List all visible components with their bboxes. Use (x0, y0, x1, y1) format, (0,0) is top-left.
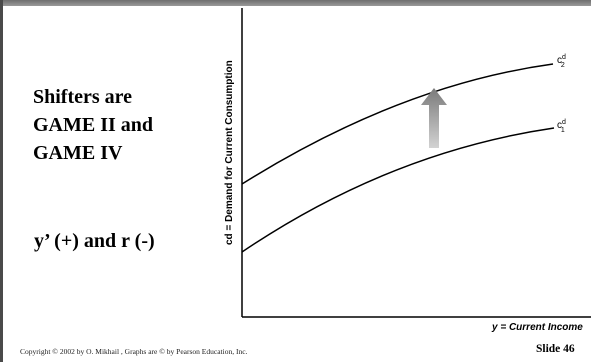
curve-cd1 (241, 127, 555, 253)
curve-cd2-label-sup: d (562, 54, 566, 61)
curve-cd2-label-base: c (557, 55, 562, 66)
curve-cd1-label-base: c (557, 120, 562, 131)
slide-left-border (0, 0, 3, 362)
curve-cd1-label-sup: d (562, 119, 566, 126)
y-axis-label: cd = Demand for Current Consumption (224, 60, 235, 245)
curve-cd2-label: cd 2 (557, 54, 566, 69)
curve-cd2-label-sub: 2 (561, 62, 565, 69)
shifters-text: Shifters are GAME II and GAME IV (33, 86, 154, 164)
curve-cd2 (241, 63, 554, 185)
x-axis-label: y = Current Income (491, 322, 583, 333)
slide-number: Slide 46 (536, 343, 575, 355)
curve-cd1-label-sub: 1 (561, 127, 565, 134)
shift-arrow-up (421, 88, 447, 148)
curve-cd1-label: cd 1 (557, 119, 566, 134)
slide-top-bar (0, 0, 591, 6)
effects-text: y’ (+) and r (-) (34, 230, 155, 252)
copyright-notice: Copyright © 2002 by O. Mikhail , Graphs … (20, 347, 248, 356)
